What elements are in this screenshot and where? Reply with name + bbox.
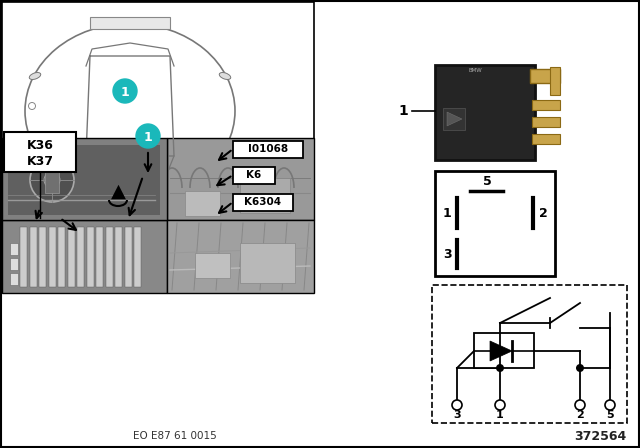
- Bar: [134, 227, 141, 287]
- Ellipse shape: [25, 23, 235, 198]
- Text: K36: K36: [27, 138, 53, 151]
- Bar: [474, 333, 534, 368]
- Ellipse shape: [220, 73, 231, 79]
- Text: K37: K37: [26, 155, 54, 168]
- Text: I01068: I01068: [248, 144, 288, 154]
- Bar: [185, 191, 220, 216]
- Text: 2: 2: [539, 207, 547, 220]
- Bar: [443, 108, 465, 130]
- Bar: [432, 285, 627, 423]
- Text: 1: 1: [120, 86, 129, 99]
- Text: 372564: 372564: [574, 430, 626, 443]
- Bar: [167, 138, 314, 220]
- Text: ▲: ▲: [111, 181, 125, 201]
- Bar: [167, 220, 314, 293]
- Bar: [115, 227, 122, 287]
- Text: 2: 2: [576, 410, 584, 420]
- Bar: [435, 171, 555, 276]
- Circle shape: [605, 400, 615, 410]
- Polygon shape: [447, 112, 462, 126]
- Bar: [10, 258, 18, 270]
- Bar: [2, 2, 314, 220]
- Bar: [106, 227, 113, 287]
- Bar: [240, 243, 295, 283]
- Text: BMW: BMW: [468, 68, 482, 73]
- Bar: [240, 178, 290, 213]
- Bar: [550, 67, 560, 95]
- Bar: [435, 65, 535, 160]
- Bar: [233, 141, 303, 158]
- Circle shape: [495, 400, 505, 410]
- Circle shape: [496, 364, 504, 372]
- Bar: [4, 132, 76, 172]
- Text: 1: 1: [143, 130, 152, 143]
- Text: 3: 3: [443, 247, 451, 260]
- Bar: [20, 227, 27, 287]
- Text: K6: K6: [246, 170, 262, 180]
- Bar: [94, 195, 166, 205]
- Circle shape: [30, 158, 74, 202]
- Bar: [39, 227, 46, 287]
- Circle shape: [136, 124, 160, 148]
- Circle shape: [29, 103, 35, 109]
- Text: 1: 1: [443, 207, 451, 220]
- Bar: [96, 227, 103, 287]
- Circle shape: [575, 400, 585, 410]
- Text: 1: 1: [398, 104, 408, 118]
- Bar: [77, 227, 84, 287]
- Bar: [86, 227, 93, 287]
- Bar: [10, 273, 18, 285]
- Bar: [532, 134, 560, 144]
- Bar: [233, 167, 275, 184]
- Bar: [125, 227, 131, 287]
- Bar: [530, 69, 560, 83]
- Ellipse shape: [29, 73, 41, 79]
- Bar: [49, 227, 56, 287]
- Bar: [67, 227, 74, 287]
- Bar: [2, 138, 167, 220]
- Polygon shape: [490, 341, 512, 361]
- Bar: [532, 100, 560, 110]
- Text: EO E87 61 0015: EO E87 61 0015: [133, 431, 217, 441]
- Text: 1: 1: [496, 410, 504, 420]
- Bar: [45, 153, 59, 193]
- Bar: [233, 194, 293, 211]
- Bar: [532, 117, 560, 127]
- Text: K6304: K6304: [244, 197, 282, 207]
- Circle shape: [44, 172, 60, 188]
- Bar: [29, 227, 36, 287]
- Circle shape: [113, 79, 137, 103]
- Bar: [2, 220, 167, 293]
- Circle shape: [576, 364, 584, 372]
- Text: 5: 5: [483, 175, 492, 188]
- Bar: [90, 17, 170, 29]
- Bar: [195, 253, 230, 278]
- Bar: [8, 145, 160, 215]
- Circle shape: [452, 400, 462, 410]
- Text: 5: 5: [606, 410, 614, 420]
- Bar: [58, 227, 65, 287]
- Text: 3: 3: [453, 410, 461, 420]
- Bar: [10, 243, 18, 255]
